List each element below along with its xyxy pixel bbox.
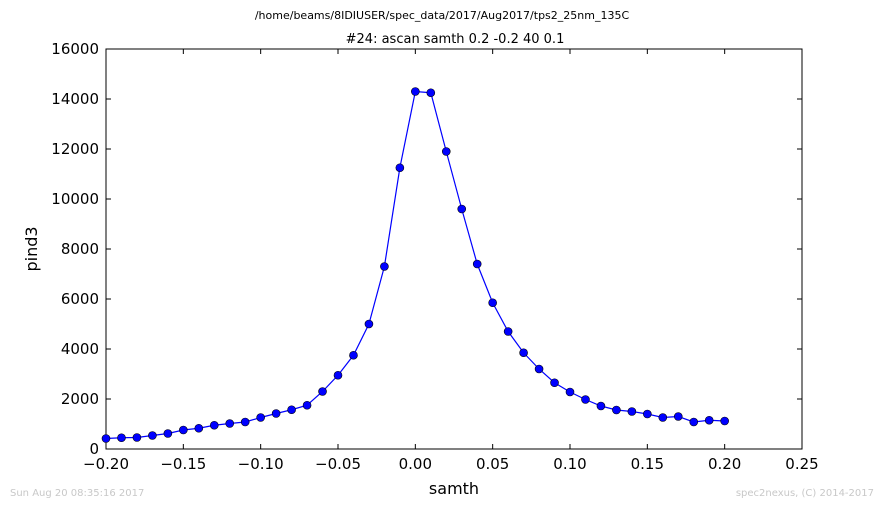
y-tick-label: 6000: [61, 290, 99, 308]
data-point: [287, 405, 296, 415]
data-point: [225, 419, 235, 428]
x-tick-label: −0.10: [238, 455, 284, 473]
plot-frame: [105, 48, 803, 450]
data-point: [163, 429, 173, 438]
x-axis: −0.20 −0.15 −0.10 −0.05 0.00 0.05 0.10 0.15 0.20…: [83, 49, 819, 473]
data-point: [302, 400, 312, 410]
x-tick-label: 0.05: [476, 455, 509, 473]
data-point: [673, 412, 683, 421]
x-tick-label: 0.20: [708, 455, 741, 473]
data-point: [534, 364, 544, 374]
x-tick-label: 0.00: [399, 455, 432, 473]
data-point: [488, 298, 497, 308]
x-tick-label: 0.25: [785, 455, 818, 473]
data-point: [519, 348, 528, 358]
data-point: [689, 417, 699, 427]
data-point: [349, 350, 358, 360]
data-point: [457, 204, 467, 214]
y-tick-label: 12000: [51, 140, 99, 158]
x-tick-label: 0.15: [631, 455, 664, 473]
x-tick-label: −0.05: [315, 455, 361, 473]
y-tick-label: 4000: [61, 340, 99, 358]
data-point: [271, 409, 281, 418]
data-point: [411, 87, 420, 96]
data-point: [612, 405, 621, 415]
data-point: [256, 413, 265, 422]
data-point: [441, 147, 451, 156]
data-point: [194, 423, 204, 433]
data-point: [658, 413, 668, 422]
y-tick-label: 8000: [61, 240, 99, 258]
y-tick-label: 10000: [51, 190, 99, 208]
data-point: [132, 433, 142, 442]
data-point: [720, 416, 729, 426]
data-point: [333, 370, 343, 380]
data-point: [503, 327, 513, 336]
y-tick-label: 0: [89, 440, 99, 458]
y-tick-label: 2000: [61, 390, 99, 408]
footer-credit: spec2nexus, (C) 2014-2017: [735, 488, 874, 499]
data-point: [380, 262, 389, 271]
data-point: [550, 378, 559, 388]
data-point: [395, 163, 405, 173]
x-tick-label: −0.20: [83, 455, 129, 473]
data-point: [627, 407, 637, 416]
x-tick-label: −0.15: [160, 455, 206, 473]
plot-title: #24: ascan samth 0.2 -0.2 40 0.1: [346, 32, 565, 47]
data-point: [318, 387, 327, 396]
data-point: [117, 433, 126, 443]
data-point: [565, 387, 575, 397]
footer-timestamp: Sun Aug 20 08:35:16 2017: [10, 488, 145, 499]
x-tick-label: 0.10: [553, 455, 586, 473]
data-point: [704, 415, 714, 425]
y-axis: 0 2000 4000 6000 8000 10000 12000 14000 16000: [51, 40, 802, 458]
y-axis-label: pind3: [22, 226, 41, 271]
data-point: [240, 417, 250, 427]
file-path-title: /home/beams/8IDIUSER/spec_data/2017/Aug2…: [255, 9, 630, 22]
series-line: [105, 90, 725, 440]
data-point: [643, 409, 652, 419]
data-point: [148, 431, 157, 440]
data-point: [364, 319, 374, 329]
data-point: [472, 259, 482, 269]
data-point: [426, 88, 436, 98]
y-tick-label: 14000: [51, 90, 99, 108]
y-tick-label: 16000: [51, 40, 99, 58]
data-point: [101, 434, 111, 443]
data-point: [179, 425, 188, 435]
x-axis-label: samth: [429, 479, 479, 498]
data-point: [596, 401, 606, 411]
data-markers: [101, 87, 729, 443]
data-point: [209, 420, 219, 430]
data-point: [581, 395, 590, 404]
